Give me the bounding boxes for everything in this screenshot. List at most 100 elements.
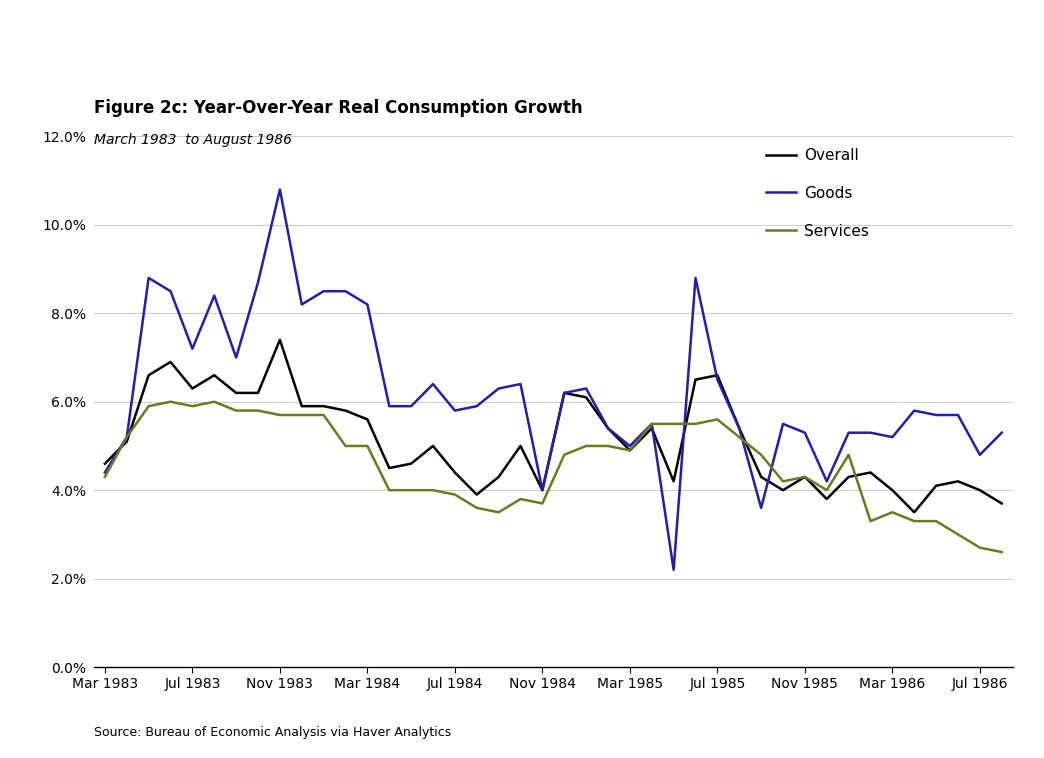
- Overall: [339, 406, 352, 415]
- Line: Services: Services: [104, 402, 1002, 552]
- Services: [601, 441, 614, 450]
- Overall: [120, 437, 133, 446]
- Services: [317, 411, 330, 420]
- Services: [711, 415, 723, 424]
- Overall: [164, 358, 176, 367]
- Overall: [864, 468, 877, 477]
- Services: [557, 450, 570, 459]
- Overall: [952, 477, 965, 486]
- Goods: [471, 402, 483, 411]
- Overall: [930, 481, 943, 490]
- Services: [689, 419, 702, 428]
- Services: [120, 433, 133, 442]
- Text: Figure 2c: Year-Over-Year Real Consumption Growth: Figure 2c: Year-Over-Year Real Consumpti…: [94, 99, 583, 117]
- Goods: [799, 428, 811, 437]
- Legend: Overall, Goods, Services: Overall, Goods, Services: [760, 142, 875, 245]
- Goods: [864, 428, 877, 437]
- Overall: [317, 402, 330, 411]
- Goods: [557, 388, 570, 397]
- Overall: [252, 388, 264, 397]
- Services: [515, 494, 527, 503]
- Overall: [908, 508, 921, 517]
- Goods: [164, 287, 176, 296]
- Overall: [667, 477, 680, 486]
- Overall: [579, 393, 592, 402]
- Goods: [493, 384, 505, 393]
- Overall: [295, 402, 308, 411]
- Overall: [557, 388, 570, 397]
- Goods: [98, 468, 111, 477]
- Goods: [186, 344, 198, 353]
- Services: [777, 477, 789, 486]
- Goods: [733, 424, 745, 433]
- Services: [799, 472, 811, 481]
- Overall: [274, 335, 286, 344]
- Goods: [579, 384, 592, 393]
- Goods: [361, 300, 374, 309]
- Goods: [996, 428, 1009, 437]
- Goods: [755, 503, 767, 512]
- Overall: [623, 446, 636, 455]
- Overall: [645, 424, 658, 433]
- Services: [274, 411, 286, 420]
- Services: [733, 433, 745, 442]
- Services: [361, 441, 374, 450]
- Goods: [930, 411, 943, 420]
- Services: [208, 397, 220, 406]
- Goods: [777, 419, 789, 428]
- Goods: [515, 380, 527, 389]
- Overall: [98, 459, 111, 468]
- Overall: [230, 388, 242, 397]
- Goods: [667, 565, 680, 575]
- Overall: [689, 375, 702, 384]
- Services: [186, 402, 198, 411]
- Services: [383, 486, 396, 495]
- Services: [339, 441, 352, 450]
- Services: [405, 486, 418, 495]
- Services: [164, 397, 176, 406]
- Services: [886, 508, 899, 517]
- Services: [843, 450, 855, 459]
- Goods: [142, 274, 155, 283]
- Goods: [974, 450, 987, 459]
- Goods: [405, 402, 418, 411]
- Overall: [493, 472, 505, 481]
- Services: [230, 406, 242, 415]
- Overall: [755, 472, 767, 481]
- Overall: [208, 371, 220, 380]
- Goods: [689, 274, 702, 283]
- Goods: [252, 278, 264, 287]
- Overall: [886, 486, 899, 495]
- Overall: [405, 459, 418, 468]
- Services: [908, 517, 921, 526]
- Services: [623, 446, 636, 455]
- Goods: [711, 375, 723, 384]
- Goods: [623, 441, 636, 450]
- Text: Source: Bureau of Economic Analysis via Haver Analytics: Source: Bureau of Economic Analysis via …: [94, 726, 451, 739]
- Overall: [142, 371, 155, 380]
- Goods: [274, 185, 286, 194]
- Services: [996, 547, 1009, 556]
- Services: [952, 530, 965, 539]
- Line: Goods: Goods: [104, 190, 1002, 570]
- Goods: [317, 287, 330, 296]
- Services: [864, 517, 877, 526]
- Overall: [843, 472, 855, 481]
- Goods: [886, 433, 899, 442]
- Goods: [230, 353, 242, 362]
- Services: [252, 406, 264, 415]
- Services: [645, 419, 658, 428]
- Goods: [295, 300, 308, 309]
- Services: [974, 543, 987, 552]
- Overall: [799, 472, 811, 481]
- Services: [142, 402, 155, 411]
- Services: [579, 441, 592, 450]
- Overall: [186, 384, 198, 393]
- Overall: [733, 424, 745, 433]
- Services: [427, 486, 440, 495]
- Overall: [449, 468, 461, 477]
- Services: [667, 419, 680, 428]
- Overall: [711, 371, 723, 380]
- Text: March 1983  to August 1986: March 1983 to August 1986: [94, 133, 292, 146]
- Services: [295, 411, 308, 420]
